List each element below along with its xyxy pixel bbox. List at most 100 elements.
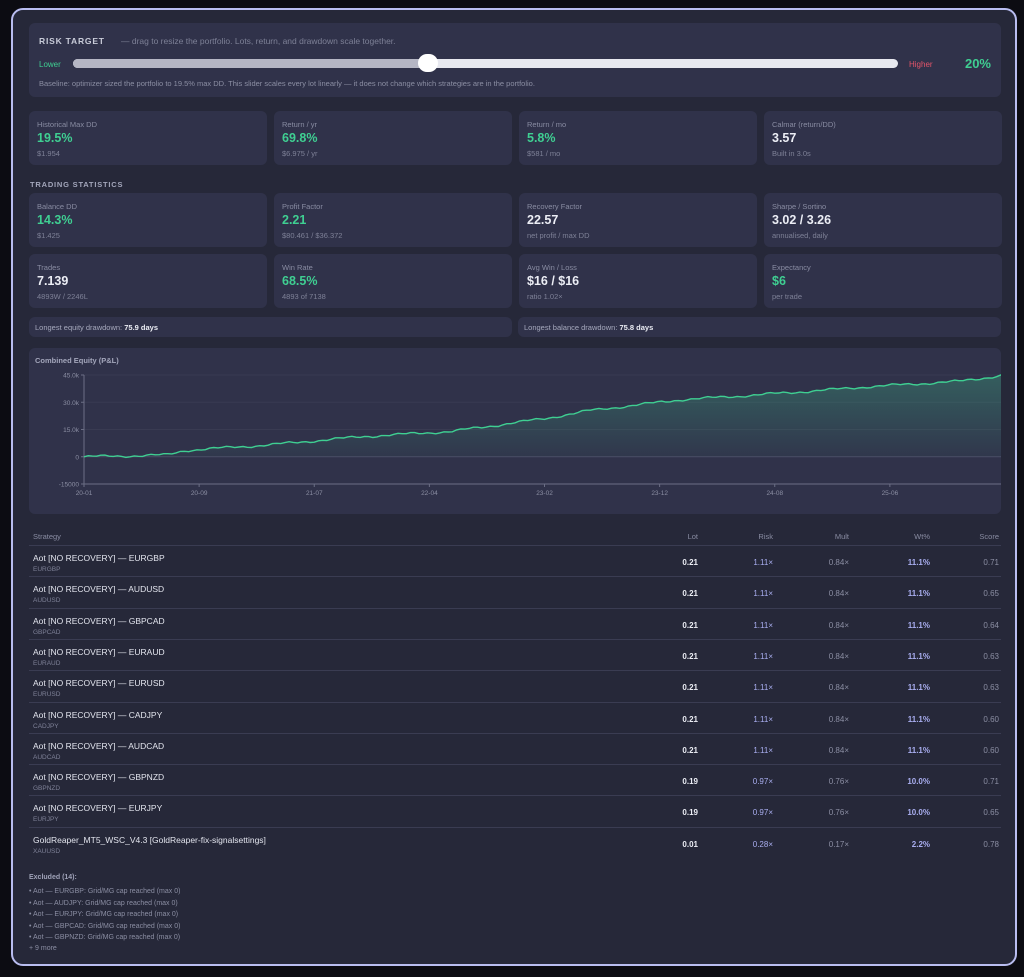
card-sub: 4893W / 2246L	[37, 292, 88, 301]
x-tick-label: 25-06	[882, 490, 899, 497]
card-label: Avg Win / Loss	[527, 263, 577, 272]
cell-risk: 0.28×	[752, 839, 773, 849]
strategy-name: Aot [NO RECOVERY] — AUDUSD	[33, 584, 165, 595]
card-value: 22.57	[527, 213, 559, 227]
excluded-item: • Aot — GBPNZD: Grid/MG cap reached (max…	[29, 934, 181, 942]
cell-risk: 1.11×	[753, 558, 773, 567]
cell-wt: 11.1%	[907, 620, 930, 630]
risk-slider-track[interactable]	[73, 59, 898, 68]
card-label: Balance DD	[37, 202, 78, 211]
col-header-score[interactable]: Score	[979, 532, 999, 541]
cell-lot: 0.21	[682, 683, 698, 693]
cell-lot: 0.21	[682, 745, 698, 755]
slider-lower-label: Lower	[39, 60, 61, 69]
col-header-strategy[interactable]: Strategy	[33, 532, 61, 541]
table-row[interactable]: Aot [NO RECOVERY] — EURAUD EURAUD 0.21 1.11…	[29, 638, 1001, 670]
card-expectancy: Expectancy $6 per trade	[764, 254, 1002, 308]
risk-target-value: 20%	[964, 56, 991, 71]
cell-mult: 0.17×	[828, 839, 849, 849]
y-tick-label: -15000	[59, 482, 80, 489]
cell-lot: 0.21	[682, 589, 698, 599]
cell-risk: 1.11×	[753, 589, 773, 599]
balance-drawdown-text: Longest balance drawdown: 75.8 days	[524, 323, 653, 332]
card-value: 68.5%	[282, 274, 318, 288]
cell-risk: 0.97×	[752, 808, 773, 818]
card-win-rate: Win Rate 68.5% 4893 of 7138	[274, 254, 512, 308]
strategy-symbol: EURJPY	[33, 816, 59, 824]
strategy-symbol: GBPNZD	[33, 785, 61, 793]
col-header-lot[interactable]: Lot	[687, 532, 698, 541]
combined-equity-chart: Combined Equity (P&L) 45.0k 30.0k 15.0k 0 -1…	[29, 348, 1001, 514]
strategy-name: Aot [NO RECOVERY] — GBPNZD	[33, 772, 165, 783]
card-label: Expectancy	[772, 263, 811, 272]
cell-wt: 11.1%	[907, 683, 930, 693]
card-sub: $6.975 / yr	[282, 149, 318, 158]
cell-score: 0.63	[983, 651, 999, 661]
excluded-item: • Aot — GBPCAD: Grid/MG cap reached (max…	[29, 922, 181, 930]
risk-target-panel: RISK TARGET — drag to resize the portfol…	[29, 23, 1001, 97]
card-sub: $581 / mo	[527, 149, 561, 158]
table-row[interactable]: GoldReaper_MT5_WSC_V4.3 [GoldReaper-fix-…	[29, 826, 1001, 858]
strategy-name: Aot [NO RECOVERY] — GBPCAD	[33, 615, 165, 626]
strategy-name: Aot [NO RECOVERY] — EURUSD	[33, 678, 165, 689]
table-row[interactable]: Aot [NO RECOVERY] — GBPNZD GBPNZD 0.19 0.97…	[29, 764, 1001, 795]
trading-statistics-label: TRADING STATISTICS	[30, 180, 124, 189]
table-row[interactable]: Aot [NO RECOVERY] — EURUSD EURUSD 0.21 1.11…	[29, 670, 1001, 701]
table-row[interactable]: Aot [NO RECOVERY] — EURGBP EURGBP 0.21 1.11…	[29, 545, 1001, 576]
cell-wt: 10.0%	[907, 777, 930, 787]
card-label: Win Rate	[282, 263, 313, 272]
cell-score: 0.71	[983, 558, 999, 567]
cell-score: 0.65	[983, 589, 999, 599]
cell-wt: 11.1%	[907, 651, 930, 661]
cell-wt: 2.2%	[911, 839, 930, 849]
excluded-item: • Aot — AUDJPY: Grid/MG cap reached (max…	[29, 899, 178, 907]
card-max-dd: Historical Max DD 19.5% $1.954	[29, 111, 267, 165]
card-label: Return / yr	[282, 120, 318, 129]
card-sub: annualised, daily	[772, 231, 828, 240]
cell-wt: 11.1%	[907, 714, 930, 724]
y-tick-label: 15.0k	[63, 427, 80, 434]
strategy-symbol: GBPCAD	[33, 628, 61, 636]
strategy-name: Aot [NO RECOVERY] — EURAUD	[33, 646, 165, 657]
x-tick-label: 24-08	[766, 490, 783, 497]
col-header-mult[interactable]: Mult	[834, 532, 849, 541]
card-value: 3.57	[772, 131, 797, 145]
table-row[interactable]: Aot [NO RECOVERY] — CADJPY CADJPY 0.21 1.11…	[29, 701, 1001, 733]
excluded-more[interactable]: + 9 more	[29, 945, 57, 953]
cell-lot: 0.21	[682, 620, 698, 630]
card-recovery-factor: Recovery Factor 22.57 net profit / max D…	[519, 193, 757, 247]
equity-drawdown-value: 75.9 days	[124, 323, 159, 332]
cell-mult: 0.84×	[828, 651, 849, 661]
table-row[interactable]: Aot [NO RECOVERY] — GBPCAD GBPCAD 0.21 1.11…	[29, 607, 1001, 639]
cell-mult: 0.76×	[828, 808, 849, 818]
equity-drawdown-bar: Longest equity drawdown: 75.9 days	[29, 317, 512, 337]
card-sub: 4893 of 7138	[282, 292, 326, 301]
card-sub: net profit / max DD	[527, 231, 590, 240]
risk-slider-thumb[interactable]	[417, 54, 438, 72]
card-avg-win-loss: Avg Win / Loss $16 / $16 ratio 1.02×	[519, 254, 757, 308]
cell-mult: 0.84×	[828, 620, 849, 630]
card-return-yr: Return / yr 69.8% $6.975 / yr	[274, 111, 512, 165]
y-tick-label: 45.0k	[63, 373, 80, 380]
card-label: Profit Factor	[282, 202, 323, 211]
cell-score: 0.60	[983, 714, 999, 724]
card-sub: $1.954	[37, 149, 60, 158]
strategy-name: Aot [NO RECOVERY] — CADJPY	[33, 709, 163, 720]
x-tick-label: 20-09	[191, 490, 208, 497]
cell-score: 0.65	[983, 808, 999, 818]
strategy-symbol: EURUSD	[33, 691, 61, 699]
card-label: Calmar (return/DD)	[772, 120, 836, 129]
card-sub: $1.425	[37, 231, 60, 240]
col-header-wt[interactable]: Wt%	[914, 532, 930, 541]
table-row[interactable]: Aot [NO RECOVERY] — EURJPY EURJPY 0.19 0.97…	[29, 795, 1001, 826]
table-row[interactable]: Aot [NO RECOVERY] — AUDCAD AUDCAD 0.21 1.11…	[29, 732, 1001, 764]
cell-score: 0.78	[983, 839, 999, 849]
risk-target-hint: — drag to resize the portfolio. Lots, re…	[121, 36, 396, 46]
table-row[interactable]: Aot [NO RECOVERY] — AUDUSD AUDUSD 0.21 1.11…	[29, 576, 1001, 607]
col-header-risk[interactable]: Risk	[758, 532, 773, 541]
excluded-item: • Aot — EURGBP: Grid/MG cap reached (max…	[29, 888, 181, 896]
equity-line	[83, 374, 1001, 459]
cell-lot: 0.21	[682, 651, 698, 661]
card-label: Recovery Factor	[527, 202, 583, 211]
excluded-item: • Aot — EURJPY: Grid/MG cap reached (max…	[29, 911, 179, 919]
